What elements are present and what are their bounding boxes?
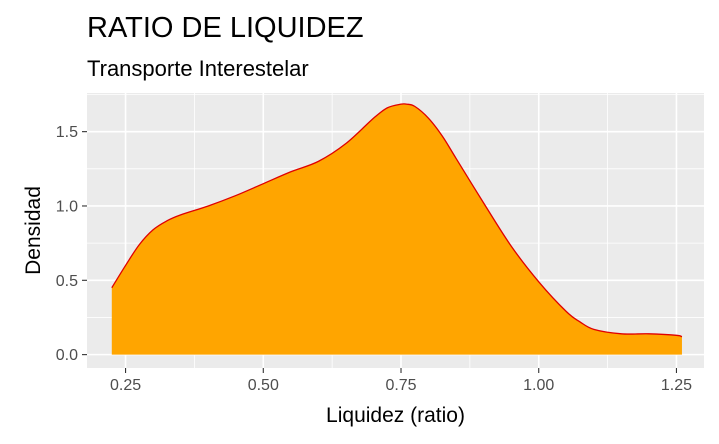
x-axis-title: Liquidez (ratio) bbox=[326, 404, 465, 427]
x-tick-labels: 0.25 0.50 0.75 1.00 1.25 bbox=[110, 377, 692, 394]
density-area bbox=[111, 103, 682, 355]
series-layer bbox=[111, 103, 683, 355]
x-tick-label: 1.25 bbox=[661, 377, 692, 394]
chart-title: RATIO DE LIQUIDEZ bbox=[87, 12, 364, 44]
chart-subtitle: Transporte Interestelar bbox=[87, 56, 309, 81]
x-tick-label: 1.00 bbox=[523, 377, 554, 394]
density-line bbox=[111, 103, 683, 338]
x-tick-label: 0.25 bbox=[110, 377, 141, 394]
x-tick-label: 0.75 bbox=[385, 377, 416, 394]
x-tick-label: 0.50 bbox=[248, 377, 279, 394]
y-tick-labels: 0.0 0.5 1.0 1.5 bbox=[56, 124, 78, 364]
y-tick-label: 0.0 bbox=[56, 347, 78, 364]
y-tick-label: 1.5 bbox=[56, 124, 78, 141]
y-axis-title: Densidad bbox=[22, 186, 45, 275]
axis-ticks bbox=[82, 131, 678, 373]
y-tick-label: 1.0 bbox=[56, 198, 78, 215]
y-tick-label: 0.5 bbox=[56, 273, 78, 290]
